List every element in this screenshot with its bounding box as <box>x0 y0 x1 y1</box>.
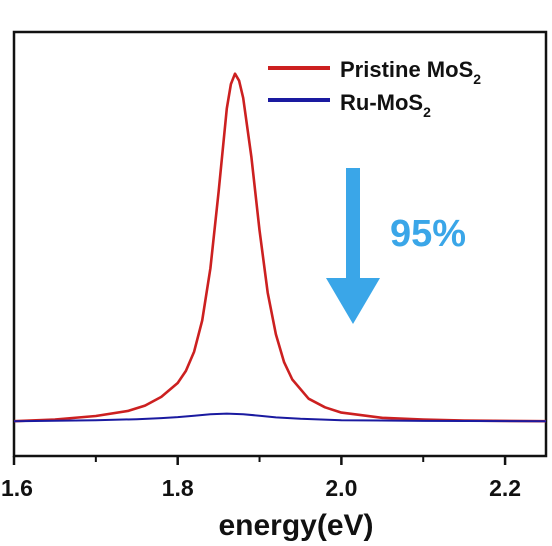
x-tick-label: 2.0 <box>325 475 357 501</box>
x-axis-title: energy(eV) <box>218 509 373 542</box>
x-tick-label: 2.2 <box>489 475 521 501</box>
quench-percent-label: 95% <box>390 213 466 255</box>
x-tick-label: 1.6 <box>1 475 33 501</box>
plot-frame <box>12 30 548 458</box>
legend-label-pristine: Pristine MoS2 <box>340 57 481 87</box>
series-line-pristine <box>13 72 547 423</box>
x-tick-label: 1.8 <box>162 475 194 501</box>
quench-arrow <box>326 168 380 324</box>
legend-label-ru: Ru-MoS2 <box>340 90 431 120</box>
legend: Pristine MoS2 Ru-MoS2 <box>268 57 481 120</box>
series-line-ru <box>13 412 547 423</box>
x-axis: 1.6 1.8 2.0 2.2 <box>1 456 521 501</box>
